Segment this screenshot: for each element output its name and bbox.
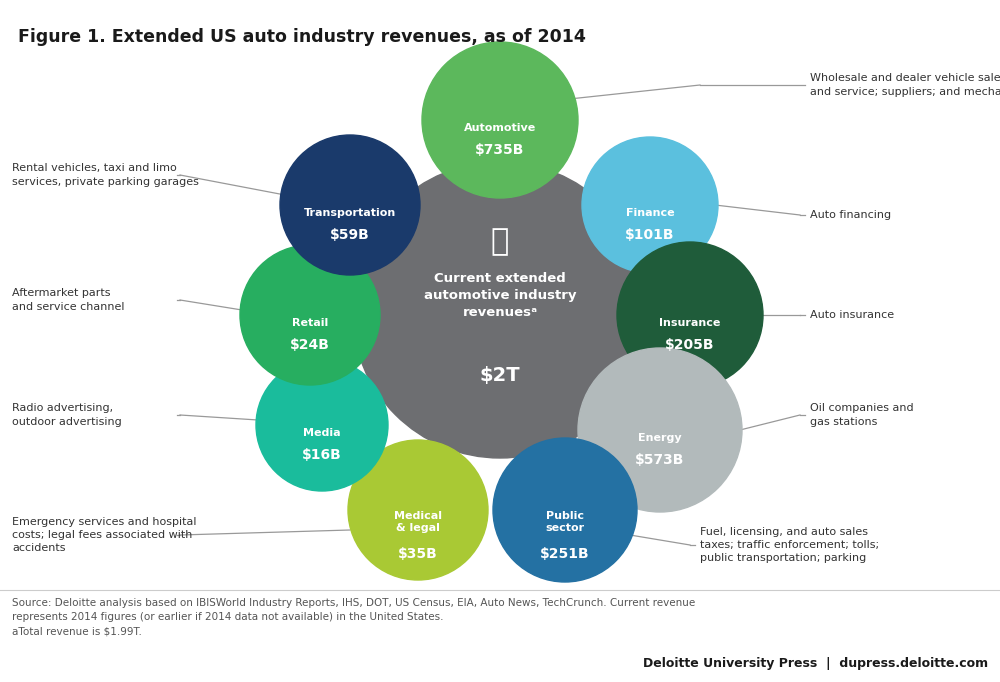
Text: Oil companies and
gas stations: Oil companies and gas stations [810, 403, 914, 427]
Text: Current extended
automotive industry
revenuesᵃ: Current extended automotive industry rev… [424, 271, 576, 318]
Circle shape [582, 137, 718, 273]
Text: Public
sector: Public sector [545, 511, 585, 533]
Text: Auto insurance: Auto insurance [810, 310, 894, 320]
Text: Radio advertising,
outdoor advertising: Radio advertising, outdoor advertising [12, 403, 122, 427]
Text: Source: Deloitte analysis based on IBISWorld Industry Reports, IHS, DOT, US Cens: Source: Deloitte analysis based on IBISW… [12, 598, 695, 636]
Text: Figure 1. Extended US auto industry revenues, as of 2014: Figure 1. Extended US auto industry reve… [18, 28, 586, 46]
Text: Auto financing: Auto financing [810, 210, 891, 220]
Text: 📍: 📍 [491, 228, 509, 256]
Text: Medical
& legal: Medical & legal [394, 511, 442, 533]
Text: $16B: $16B [302, 448, 342, 462]
Text: Transportation: Transportation [304, 208, 396, 218]
Circle shape [578, 348, 742, 512]
Text: $573B: $573B [635, 453, 685, 467]
Text: $251B: $251B [540, 547, 590, 561]
Text: Deloitte University Press  |  dupress.deloitte.com: Deloitte University Press | dupress.delo… [643, 657, 988, 670]
Circle shape [348, 440, 488, 580]
Text: Finance: Finance [626, 208, 674, 218]
Circle shape [256, 359, 388, 491]
Text: Media: Media [303, 428, 341, 438]
Text: Aftermarket parts
and service channel: Aftermarket parts and service channel [12, 288, 124, 312]
Circle shape [493, 438, 637, 582]
Text: Rental vehicles, taxi and limo
services, private parking garages: Rental vehicles, taxi and limo services,… [12, 164, 199, 187]
Circle shape [617, 242, 763, 388]
Text: $735B: $735B [475, 143, 525, 157]
Text: Insurance: Insurance [659, 318, 721, 328]
Text: $205B: $205B [665, 338, 715, 352]
Text: Emergency services and hospital
costs; legal fees associated with
accidents: Emergency services and hospital costs; l… [12, 517, 196, 553]
Circle shape [352, 162, 648, 458]
Text: $101B: $101B [625, 228, 675, 242]
Circle shape [280, 135, 420, 275]
Text: Retail: Retail [292, 318, 328, 328]
Text: Energy: Energy [638, 433, 682, 443]
Text: Wholesale and dealer vehicle sales
and service; suppliers; and mechanics: Wholesale and dealer vehicle sales and s… [810, 74, 1000, 97]
Circle shape [422, 42, 578, 198]
Text: $2T: $2T [480, 366, 520, 385]
Text: $59B: $59B [330, 228, 370, 242]
Text: Fuel, licensing, and auto sales
taxes; traffic enforcement; tolls;
public transp: Fuel, licensing, and auto sales taxes; t… [700, 527, 879, 563]
Text: $35B: $35B [398, 547, 438, 561]
Text: Automotive: Automotive [464, 123, 536, 133]
Circle shape [240, 245, 380, 385]
Text: $24B: $24B [290, 338, 330, 352]
